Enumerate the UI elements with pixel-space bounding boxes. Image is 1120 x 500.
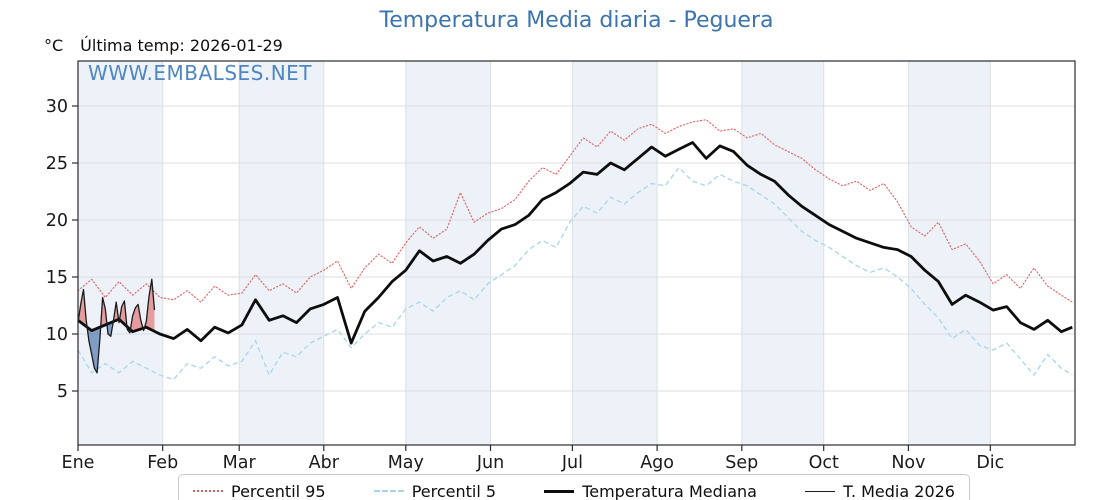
legend-swatch-p5 — [373, 490, 404, 492]
y-tick-label-5: 5 — [57, 382, 68, 402]
y-tick-label-10: 10 — [46, 325, 68, 345]
chart-title: Temperatura Media diaria - Peguera — [379, 8, 774, 33]
legend-label: Temperatura Mediana — [582, 481, 757, 500]
fill-below-median — [107, 321, 114, 337]
legend-label: Percentil 5 — [411, 481, 497, 500]
fill-below-median — [87, 326, 101, 373]
x-tick-label-may: May — [388, 453, 424, 473]
legend-label: T. Media 2026 — [843, 481, 955, 500]
y-tick-label-30: 30 — [46, 97, 68, 117]
month-band — [908, 61, 991, 445]
legend-swatch-median — [544, 489, 575, 493]
last-temp-label: Última temp: 2026-01-29 — [80, 36, 283, 55]
meta-row: °C Última temp: 2026-01-29 — [44, 36, 283, 55]
month-band — [741, 61, 824, 445]
legend-label: Percentil 95 — [231, 481, 326, 500]
watermark: WWW.EMBALSES.NET — [88, 61, 313, 85]
series-t-media-2026 — [77, 278, 156, 374]
legend-swatch-p95 — [193, 490, 223, 492]
legend-item-t2026: T. Media 2026 — [805, 481, 955, 500]
month-band — [78, 61, 163, 445]
x-tick-label-mar: Mar — [223, 453, 257, 473]
y-tick-label-25: 25 — [46, 154, 68, 174]
plot-border — [77, 60, 1076, 446]
legend-box: Percentil 95 Percentil 5 Temperatura Media… — [178, 474, 970, 500]
legend-item-p95: Percentil 95 — [193, 481, 326, 500]
x-tick-label-jul: Jul — [561, 453, 583, 473]
legend-swatch-t2026 — [805, 490, 836, 492]
series-percentil-5 — [77, 166, 1073, 381]
fill-above-median — [130, 304, 143, 332]
x-tick-label-oct: Oct — [809, 453, 839, 473]
x-tick-label-ene: Ene — [62, 453, 95, 473]
x-tick-label-ago: Ago — [640, 453, 674, 473]
x-tick-label-sep: Sep — [725, 453, 758, 473]
legend-item-median: Temperatura Mediana — [544, 481, 757, 500]
month-band — [239, 61, 324, 445]
y-tick-label-15: 15 — [46, 268, 68, 288]
x-tick-label-feb: Feb — [147, 453, 178, 473]
series-percentil-95 — [77, 119, 1073, 303]
y-axis-unit-label: °C — [44, 36, 64, 55]
legend-item-p5: Percentil 5 — [373, 481, 497, 500]
x-tick-label-jun: Jun — [476, 453, 504, 473]
fill-above-median — [78, 289, 88, 328]
x-tick-label-nov: Nov — [891, 453, 925, 473]
x-tick-label-abr: Abr — [309, 453, 340, 473]
x-tick-label-dic: Dic — [976, 453, 1004, 473]
month-band — [572, 61, 658, 445]
series-temperatura-mediana — [77, 141, 1073, 345]
y-tick-label-20: 20 — [46, 211, 68, 231]
